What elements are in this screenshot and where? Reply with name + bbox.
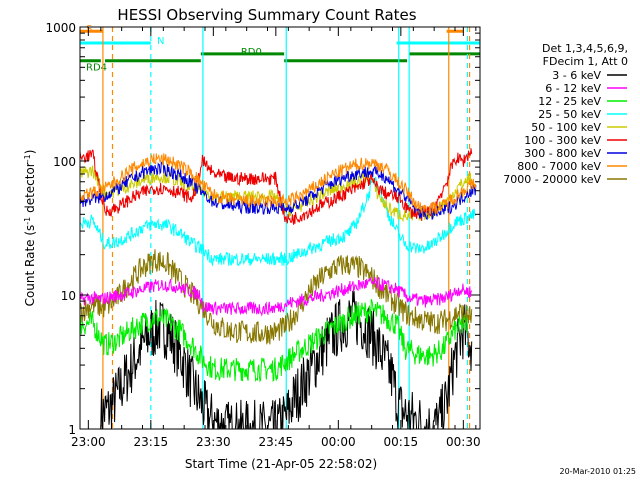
legend-entry-label: 100 - 300 keV	[524, 134, 601, 147]
legend-entry-label: 25 - 50 keV	[538, 108, 601, 121]
legend-entry-label: 800 - 7000 keV	[517, 160, 601, 173]
legend-header-line: FDecim 1, Att 0	[543, 55, 628, 68]
legend-entry-label: 300 - 800 keV	[524, 147, 601, 160]
y-tick-label: 10	[61, 289, 76, 303]
series-line	[79, 249, 473, 345]
y-axis-label-part3: )	[23, 150, 37, 155]
series-line	[79, 148, 473, 225]
y-tick-label: 100	[53, 155, 76, 169]
legend: Det 1,3,4,5,6,9,FDecim 1, Att 03 - 6 keV…	[503, 42, 628, 186]
flag-label-rd4: RD4	[86, 63, 107, 74]
y-axis-label: Count Rate (s-1 detector-1)	[23, 150, 38, 307]
legend-header-line: Det 1,3,4,5,6,9,	[542, 42, 628, 55]
legend-entry-label: 7000 - 20000 keV	[503, 173, 601, 186]
y-axis: 1 10 100 1000	[45, 21, 480, 437]
flag-label-n: N	[157, 36, 164, 47]
series-line	[79, 176, 476, 267]
y-tick-label: 1	[68, 423, 76, 437]
flag-label-s: S	[86, 24, 92, 35]
plot-frame	[79, 26, 481, 430]
y-axis-label-sup2: -1	[23, 154, 32, 162]
series-line	[79, 153, 477, 216]
x-tick-label: 23:15	[134, 435, 169, 449]
legend-entry-label: 3 - 6 keV	[552, 69, 601, 82]
x-tick-label: 00:30	[446, 435, 481, 449]
x-tick-label: 00:00	[321, 435, 356, 449]
x-axis: 23:00 23:15 23:30 23:45 00:00 00:15 00:30	[71, 27, 481, 449]
x-axis-label: Start Time (21-Apr-05 22:58:02)	[185, 457, 377, 471]
y-axis-label-part2: detector	[23, 162, 37, 217]
y-axis-label-sup1: -1	[23, 217, 32, 225]
series-line	[79, 276, 473, 317]
footer-timestamp: 20-Mar-2010 01:25	[560, 467, 637, 476]
x-tick-label: 23:30	[196, 435, 231, 449]
chart-title: HESSI Observing Summary Count Rates	[117, 6, 416, 24]
series-line	[79, 161, 477, 221]
legend-entry-label: 6 - 12 keV	[545, 82, 601, 95]
x-tick-label: 00:15	[384, 435, 419, 449]
flag-label-rd0: RD0	[241, 47, 262, 58]
series-line	[79, 165, 473, 223]
series-layer	[79, 148, 477, 431]
y-axis-label-part1: Count Rate (s	[23, 225, 37, 307]
series-line	[100, 290, 473, 431]
x-tick-label: 23:45	[259, 435, 294, 449]
legend-entry-label: 12 - 25 keV	[538, 95, 601, 108]
x-tick-label: 23:00	[71, 435, 106, 449]
flag-bars: S N RD0 RD4	[80, 24, 480, 74]
series-line	[79, 299, 468, 383]
legend-entry-label: 50 - 100 keV	[531, 121, 601, 134]
y-tick-label: 1000	[45, 21, 76, 35]
